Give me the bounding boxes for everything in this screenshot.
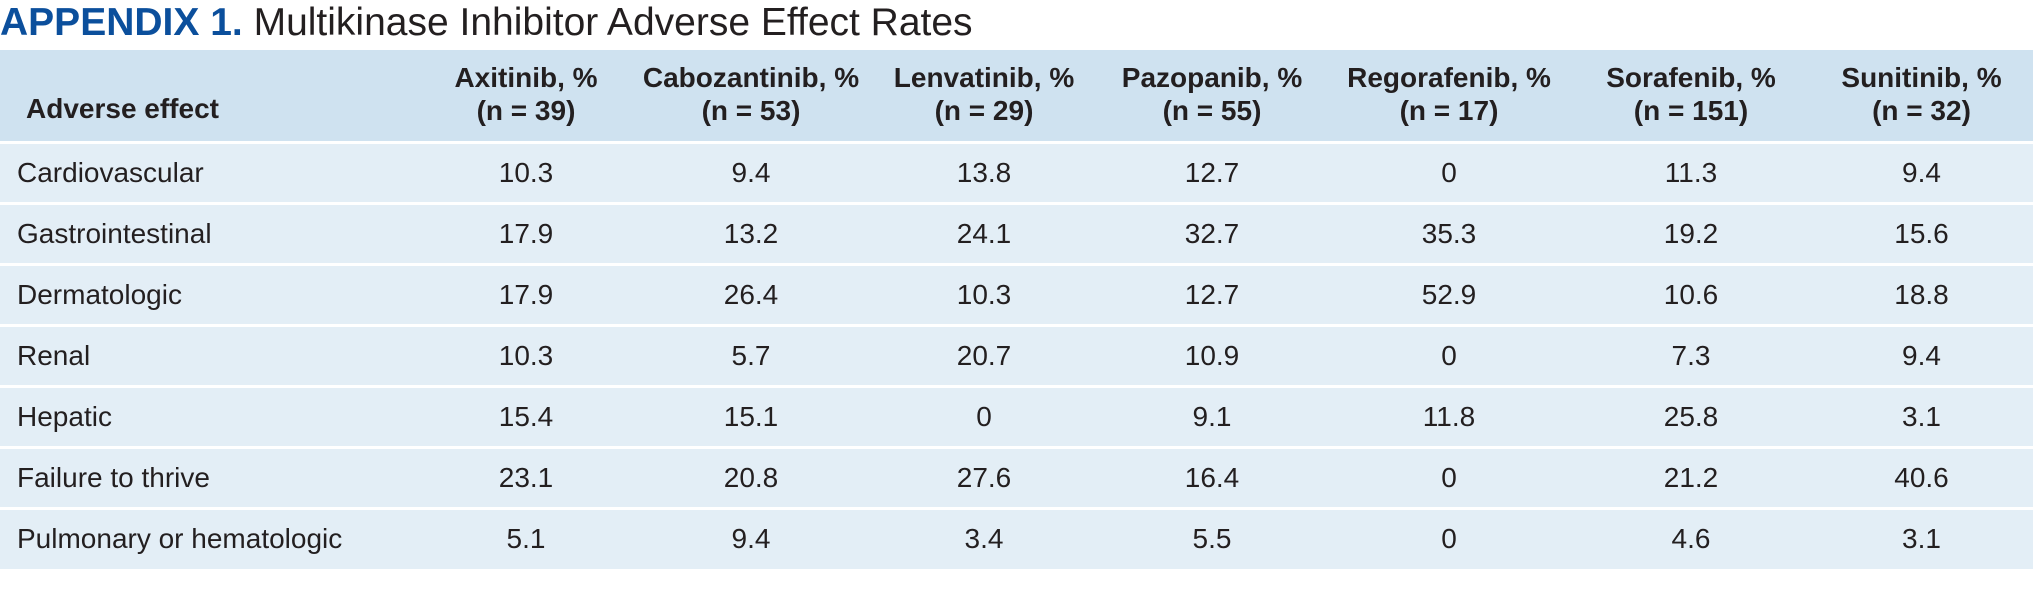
cell-regorafenib: 52.9 [1326, 262, 1572, 325]
cell-pazopanib: 9.1 [1098, 384, 1326, 447]
cell-cabozantinib: 15.1 [632, 384, 870, 447]
row-label: Gastrointestinal [0, 201, 420, 264]
cell-lenvatinib: 0 [870, 384, 1098, 447]
cell-regorafenib: 0 [1326, 445, 1572, 508]
cell-cabozantinib: 9.4 [731, 156, 771, 188]
cell-cabozantinib: 20.8 [632, 445, 870, 508]
title-label: APPENDIX 1. [0, 1, 243, 44]
cell-axitinib: 17.9 [420, 262, 632, 325]
row-label: Dermatologic [0, 262, 420, 325]
table-title: APPENDIX 1. Multikinase Inhibitor Advers… [0, 0, 2033, 50]
cell-lenvatinib: 10.3 [870, 262, 1098, 325]
cell-regorafenib: 0 [1326, 506, 1572, 569]
cell-sorafenib: 11.3 [1664, 156, 1718, 188]
title-text: Multikinase Inhibitor Adverse Effect Rat… [253, 1, 973, 44]
cell-pazopanib: 16.4 [1098, 445, 1326, 508]
cell-axitinib: 17.9 [420, 201, 632, 264]
column-header-cabozantinib: Cabozantinib, % (n = 53) [632, 50, 870, 144]
cell-cabozantinib: 9.4 [632, 506, 870, 569]
cell-sunitinib: 3.1 [1810, 384, 2033, 447]
row-label: Failure to thrive [0, 445, 420, 508]
cell-sorafenib: 7.3 [1572, 323, 1810, 386]
cell-regorafenib: 0 [1441, 156, 1457, 188]
cell-pazopanib: 12.7 [1098, 262, 1326, 325]
table-row-gastrointestinal: Gastrointestinal 17.9 13.2 24.1 32.7 35.… [0, 201, 2033, 264]
column-header-axitinib: Axitinib, % (n = 39) [420, 50, 632, 144]
cell-sunitinib: 18.8 [1810, 262, 2033, 325]
cell-regorafenib: 0 [1326, 323, 1572, 386]
cell-lenvatinib: 3.4 [870, 506, 1098, 569]
cell-lenvatinib: 24.1 [870, 201, 1098, 264]
cell-regorafenib: 11.8 [1326, 384, 1572, 447]
column-header-lenvatinib: Lenvatinib, % (n = 29) [870, 50, 1098, 144]
cell-cabozantinib: 5.7 [632, 323, 870, 386]
table-row-dermatologic: Dermatologic 17.9 26.4 10.3 12.7 52.9 10… [0, 262, 2033, 325]
cell-lenvatinib: 13.8 [956, 156, 1012, 188]
cell-cabozantinib: 26.4 [632, 262, 870, 325]
cell-sunitinib: 9.4 [1810, 323, 2033, 386]
cell-sorafenib: 21.2 [1572, 445, 1810, 508]
cell-sorafenib: 4.6 [1572, 506, 1810, 569]
table-row-cardiovascular: Cardiovascular 10.3 9.4 13.8 12.7 0 11.3… [0, 142, 2033, 203]
column-header-regorafenib: Regorafenib, % (n = 17) [1326, 50, 1572, 144]
cell-axitinib: 15.4 [420, 384, 632, 447]
column-header-sorafenib: Sorafenib, % (n = 151) [1572, 50, 1810, 144]
cell-sorafenib: 25.8 [1572, 384, 1810, 447]
table-row-pulmonary-or-hematologic: Pulmonary or hematologic 5.1 9.4 3.4 5.5… [0, 506, 2033, 569]
cell-sorafenib: 19.2 [1572, 201, 1810, 264]
row-label: Cardiovascular [17, 156, 204, 188]
column-header-sunitinib: Sunitinib, % (n = 32) [1810, 50, 2033, 144]
cell-sunitinib: 3.1 [1810, 506, 2033, 569]
cell-axitinib: 10.3 [498, 156, 554, 188]
cell-pazopanib: 10.9 [1098, 323, 1326, 386]
cell-axitinib: 23.1 [420, 445, 632, 508]
table-row-failure-to-thrive: Failure to thrive 23.1 20.8 27.6 16.4 0 … [0, 445, 2033, 508]
row-label: Pulmonary or hematologic [0, 506, 420, 569]
column-header-pazopanib: Pazopanib, % (n = 55) [1098, 50, 1326, 144]
cell-regorafenib: 35.3 [1326, 201, 1572, 264]
cell-lenvatinib: 20.7 [870, 323, 1098, 386]
cell-axitinib: 10.3 [420, 323, 632, 386]
table-row-hepatic: Hepatic 15.4 15.1 0 9.1 11.8 25.8 3.1 [0, 384, 2033, 447]
header-row: Adverse effect Axitinib, % (n = 39) Cabo… [0, 50, 2033, 144]
cell-pazopanib: 5.5 [1098, 506, 1326, 569]
cell-cabozantinib: 13.2 [632, 201, 870, 264]
cell-sunitinib: 15.6 [1810, 201, 2033, 264]
row-label: Renal [0, 323, 420, 386]
cell-sunitinib: 9.4 [1902, 156, 1941, 188]
cell-lenvatinib: 27.6 [870, 445, 1098, 508]
cell-axitinib: 5.1 [420, 506, 632, 569]
cell-pazopanib: 12.7 [1184, 156, 1240, 188]
column-header-adverse-effect: Adverse effect [0, 50, 420, 144]
cell-sorafenib: 10.6 [1572, 262, 1810, 325]
cell-sunitinib: 40.6 [1810, 445, 2033, 508]
row-label: Hepatic [0, 384, 420, 447]
table-row-renal: Renal 10.3 5.7 20.7 10.9 0 7.3 9.4 [0, 323, 2033, 386]
adverse-effects-table: Adverse effect Axitinib, % (n = 39) Cabo… [0, 50, 2033, 569]
cell-pazopanib: 32.7 [1098, 201, 1326, 264]
